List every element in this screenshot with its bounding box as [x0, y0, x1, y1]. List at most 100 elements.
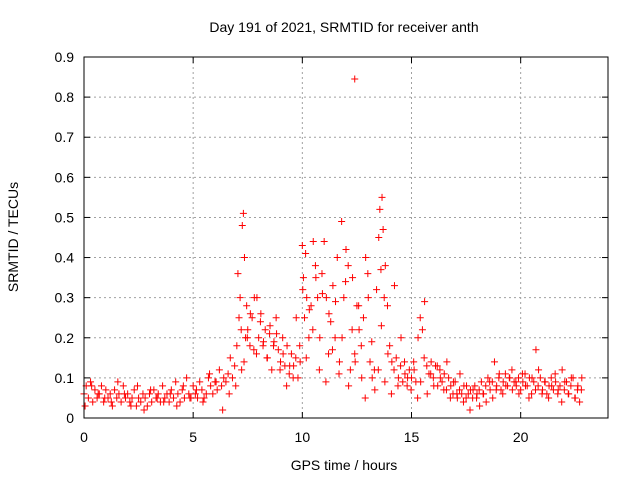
- data-point: [301, 314, 309, 322]
- x-tick-label: 0: [80, 429, 88, 445]
- data-point: [403, 382, 411, 390]
- data-point: [225, 390, 233, 398]
- data-point: [552, 378, 560, 386]
- data-point: [381, 378, 389, 386]
- data-point: [388, 358, 396, 366]
- data-point: [394, 374, 402, 382]
- data-point: [547, 374, 555, 382]
- data-point: [277, 358, 284, 366]
- data-point: [423, 362, 431, 370]
- y-tick-label: 0.6: [55, 169, 75, 185]
- data-point: [234, 270, 242, 278]
- y-tick-label: 0.4: [55, 250, 75, 266]
- data-point: [94, 390, 102, 398]
- data-point: [237, 326, 245, 334]
- data-point: [296, 342, 304, 350]
- data-point: [345, 382, 353, 390]
- data-point: [364, 294, 372, 302]
- data-point: [490, 358, 498, 366]
- data-point: [135, 394, 143, 402]
- data-point: [534, 382, 542, 390]
- data-point: [390, 282, 398, 290]
- data-point: [212, 378, 220, 386]
- data-point: [218, 382, 226, 390]
- data-point: [240, 358, 248, 366]
- data-point: [508, 366, 516, 374]
- data-point: [574, 382, 582, 390]
- data-point: [484, 374, 492, 382]
- data-point: [464, 390, 472, 398]
- data-point: [246, 342, 254, 350]
- data-point: [272, 314, 280, 322]
- data-point: [238, 366, 246, 374]
- data-point: [379, 225, 387, 233]
- data-point: [475, 386, 483, 394]
- data-point: [499, 378, 507, 386]
- data-point: [577, 386, 585, 394]
- data-point: [196, 378, 204, 386]
- data-point: [154, 390, 162, 398]
- x-tick-label: 10: [295, 429, 311, 445]
- data-point: [532, 346, 540, 354]
- data-point: [366, 358, 374, 366]
- data-point: [243, 334, 251, 342]
- data-point: [381, 262, 389, 270]
- data-point: [421, 298, 429, 306]
- data-point: [236, 294, 244, 302]
- data-point: [238, 221, 246, 229]
- data-point: [192, 386, 200, 394]
- data-point: [327, 318, 335, 326]
- data-point: [351, 358, 359, 366]
- data-point: [335, 358, 343, 366]
- data-point: [240, 254, 248, 262]
- data-point: [445, 374, 453, 382]
- data-point: [204, 374, 212, 382]
- data-point: [342, 278, 350, 286]
- data-point: [141, 394, 149, 402]
- data-point: [213, 386, 221, 394]
- data-point: [139, 390, 147, 398]
- data-point: [420, 354, 428, 362]
- data-point: [311, 262, 319, 270]
- data-point: [191, 390, 199, 398]
- data-point: [200, 394, 208, 402]
- data-point: [292, 354, 300, 362]
- data-point: [248, 314, 256, 322]
- data-point: [453, 390, 461, 398]
- data-point: [263, 354, 271, 362]
- data-point: [331, 334, 339, 342]
- data-point: [404, 374, 412, 382]
- data-points: [80, 75, 586, 414]
- data-point: [302, 354, 310, 362]
- data-point: [471, 382, 479, 390]
- data-point: [517, 386, 525, 394]
- data-point: [541, 378, 549, 386]
- data-point: [364, 270, 372, 278]
- data-point: [178, 386, 186, 394]
- data-point: [521, 382, 529, 390]
- data-point: [133, 382, 141, 390]
- data-point: [482, 382, 490, 390]
- data-point: [492, 386, 500, 394]
- data-point: [346, 366, 354, 374]
- data-point: [270, 342, 278, 350]
- data-point: [126, 398, 134, 406]
- data-point: [256, 318, 264, 326]
- data-point: [289, 374, 297, 382]
- data-point: [189, 382, 197, 390]
- data-point: [399, 378, 407, 386]
- y-tick-label: 0.5: [55, 209, 75, 225]
- data-point: [486, 378, 494, 386]
- data-point: [113, 394, 121, 402]
- data-point: [279, 350, 287, 358]
- data-point: [502, 382, 510, 390]
- data-point: [121, 394, 129, 402]
- data-point: [111, 386, 119, 394]
- data-point: [489, 394, 497, 402]
- data-point: [318, 270, 326, 278]
- data-point: [505, 374, 513, 382]
- data-point: [202, 390, 210, 398]
- data-point: [114, 378, 122, 386]
- data-point: [305, 334, 313, 342]
- data-point: [179, 382, 187, 390]
